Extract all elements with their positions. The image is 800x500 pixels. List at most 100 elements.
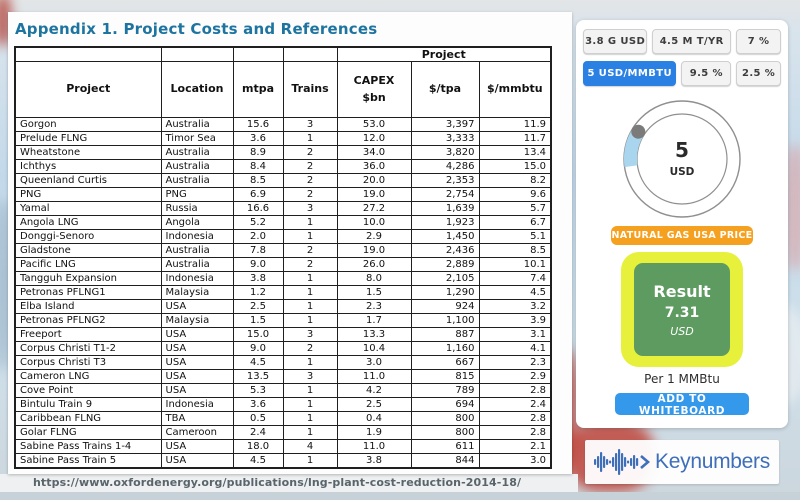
table-cell: Australia — [160, 117, 234, 132]
table-cell: USA — [160, 327, 234, 342]
table-cell: 1.9 — [336, 425, 412, 440]
table-cell: 6.9 — [232, 187, 284, 202]
table-cell: Prelude FLNG — [14, 131, 162, 146]
table-cell: 10.4 — [336, 341, 412, 356]
table-cell: Bintulu Train 9 — [14, 397, 162, 412]
logo-text: Keynumbers — [655, 450, 770, 473]
table-cell: 4.1 — [478, 341, 552, 356]
dial-knob[interactable] — [631, 124, 646, 139]
result-label: Result — [653, 281, 711, 301]
table-cell: Corpus Christi T3 — [14, 355, 162, 370]
table-header-row: Project Location mtpa Trains CAPEX $bn $… — [14, 61, 552, 118]
table-cell: 18.0 — [232, 439, 284, 454]
table-cell: Pacific LNG — [14, 257, 162, 272]
chip-7-pct[interactable]: 7 % — [736, 29, 781, 54]
table-row: Cameron LNG USA 13.5 3 11.0 815 2.9 — [14, 369, 552, 384]
empty-header-cell — [232, 46, 284, 62]
table-cell: 27.2 — [336, 201, 412, 216]
table-cell: USA — [160, 355, 234, 370]
table-cell: 2.0 — [232, 229, 284, 244]
chevron-right-icon — [640, 455, 651, 469]
table-row: Gorgon Australia 15.6 3 53.0 3,397 11.9 — [14, 117, 552, 132]
table-cell: Australia — [160, 257, 234, 272]
table-cell: Ichthys — [14, 159, 162, 174]
empty-header-cell — [14, 46, 162, 62]
table-cell: 3.6 — [232, 397, 284, 412]
table-cell: 16.6 — [232, 201, 284, 216]
table-cell: Sabine Pass Trains 1-4 — [14, 439, 162, 454]
table-cell: Australia — [160, 159, 234, 174]
table-cell: 1 — [282, 383, 338, 398]
table-cell: Cameroon — [160, 425, 234, 440]
table-cell: 1 — [282, 299, 338, 314]
table-cell: Petronas PFLNG1 — [14, 285, 162, 300]
table-cell: 2.5 — [336, 397, 412, 412]
table-cell: Indonesia — [160, 229, 234, 244]
table-cell: 9.0 — [232, 341, 284, 356]
background-photo-fragment — [0, 0, 11, 46]
add-to-whiteboard-button[interactable]: ADD TO WHITEBOARD — [615, 393, 749, 417]
dial-inner-ring — [636, 113, 728, 205]
table-cell: 2,353 — [410, 173, 480, 188]
table-row: Angola LNG Angola 5.2 1 10.0 1,923 6.7 — [14, 215, 552, 230]
table-row: Sabine Pass Train 5 USA 4.5 1 3.8 844 3.0 — [14, 453, 552, 469]
dial-unit: USD — [670, 166, 695, 178]
table-cell: 3.2 — [478, 299, 552, 314]
table-cell: Yamal — [14, 201, 162, 216]
table-cell: 1.2 — [232, 285, 284, 300]
chip-95-pct[interactable]: 9.5 % — [681, 61, 732, 86]
table-cell: 1,450 — [410, 229, 480, 244]
chip-45-m-t-yr[interactable]: 4.5 M T/YR — [652, 29, 732, 54]
empty-header-cell — [160, 46, 234, 62]
table-cell: Elba Island — [14, 299, 162, 314]
table-row: Yamal Russia 16.6 3 27.2 1,639 5.7 — [14, 201, 552, 216]
table-cell: 2.5 — [232, 299, 284, 314]
table-cell: USA — [160, 453, 234, 469]
table-cell: 11.0 — [336, 439, 412, 454]
table-cell: TBA — [160, 411, 234, 426]
col-header-project: Project — [14, 61, 162, 118]
table-cell: 11.0 — [336, 369, 412, 384]
table-cell: 3.0 — [478, 453, 552, 469]
table-cell: 12.0 — [336, 131, 412, 146]
table-cell: 3.8 — [232, 271, 284, 286]
table-cell: 2,889 — [410, 257, 480, 272]
table-cell: 800 — [410, 425, 480, 440]
table-row: Donggi-Senoro Indonesia 2.0 1 2.9 1,450 5.1 — [14, 229, 552, 244]
table-cell: 8.9 — [232, 145, 284, 160]
table-row: Cove Point USA 5.3 1 4.2 789 2.8 — [14, 383, 552, 398]
table-cell: 3,820 — [410, 145, 480, 160]
table-cell: 1.5 — [336, 285, 412, 300]
table-cell: 3.9 — [478, 313, 552, 328]
table-cell: USA — [160, 439, 234, 454]
table-cell: 2.1 — [478, 439, 552, 454]
col-header-mmbtu: $/mmbtu — [478, 61, 552, 118]
result-per-unit-label: Per 1 MMBtu — [644, 372, 720, 386]
table-cell: USA — [160, 369, 234, 384]
chip-25-pct[interactable]: 2.5 % — [736, 61, 781, 86]
table-cell: 2.3 — [336, 299, 412, 314]
table-cell: 3,333 — [410, 131, 480, 146]
table-cell: 1 — [282, 453, 338, 469]
table-cell: 1,290 — [410, 285, 480, 300]
table-cell: 5.1 — [478, 229, 552, 244]
table-cell: 2.9 — [336, 229, 412, 244]
background-photo-fragment — [784, 145, 800, 270]
table-cell: 1 — [282, 411, 338, 426]
table-row: Freeport USA 15.0 3 13.3 887 3.1 — [14, 327, 552, 342]
table-cell: 13.5 — [232, 369, 284, 384]
table-cell: Gladstone — [14, 243, 162, 258]
table-cell: Indonesia — [160, 397, 234, 412]
natural-gas-usa-price-button[interactable]: NATURAL GAS USA PRICE — [611, 226, 753, 245]
table-cell: 667 — [410, 355, 480, 370]
table-cell: 1 — [282, 313, 338, 328]
chip-5-usd-mmbtu[interactable]: 5 USD/MMBTU — [583, 61, 677, 86]
table-cell: 1.7 — [336, 313, 412, 328]
table-cell: 1 — [282, 425, 338, 440]
table-cell: 3.0 — [336, 355, 412, 370]
chip-38-g-usd[interactable]: 3.8 G USD — [583, 29, 648, 54]
source-url-bar: https://www.oxfordenergy.org/publication… — [0, 474, 578, 492]
keynumbers-logo[interactable]: Keynumbers — [585, 440, 779, 484]
table-cell: 1,160 — [410, 341, 480, 356]
